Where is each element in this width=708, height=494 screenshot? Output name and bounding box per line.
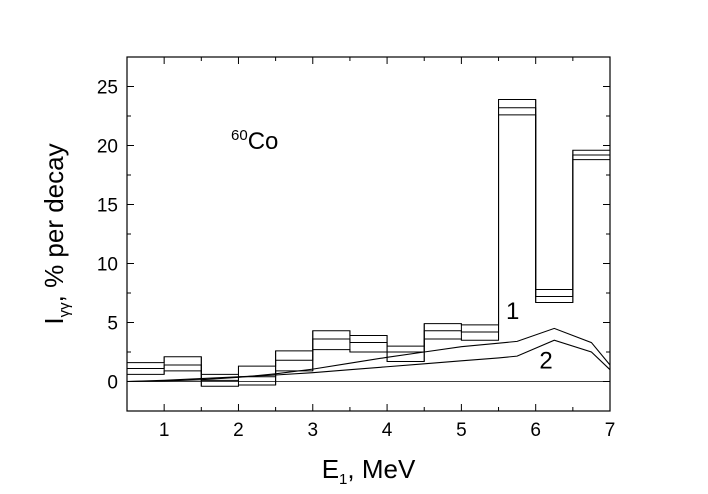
x-axis-title: E1, MeV	[322, 454, 416, 488]
curve-label-2: 2	[539, 348, 552, 375]
y-tick-label: 15	[97, 196, 118, 217]
curves	[126, 327, 611, 383]
isotope-label: 60Co	[231, 127, 278, 155]
histogram-steps	[126, 98, 611, 387]
y-axis-title-sub: γγ	[56, 302, 73, 318]
y-tick-label: 0	[107, 373, 118, 394]
isotope-symbol: Co	[248, 128, 279, 155]
plot-frame	[126, 56, 611, 412]
y-axis-title-rest: , % per decay	[39, 143, 69, 302]
isotope-mass-number: 60	[231, 127, 248, 144]
x-tick-label: 1	[159, 420, 170, 441]
curve-2	[126, 339, 611, 383]
histogram-band-1	[127, 114, 610, 387]
x-axis-title-main: E	[322, 454, 339, 484]
y-tick-label: 25	[97, 78, 118, 99]
x-axis-title-rest: , MeV	[347, 454, 416, 484]
x-tick-label: 7	[605, 420, 616, 441]
x-tick-label: 2	[233, 420, 244, 441]
axis-ticks	[126, 56, 611, 412]
curve-label-1: 1	[506, 298, 519, 325]
y-tick-label: 20	[97, 137, 118, 158]
curve-1	[126, 327, 611, 383]
y-axis-title: Iγγ, % per decay	[39, 143, 73, 324]
histogram-band-2	[127, 107, 610, 381]
y-tick-label: 5	[107, 314, 118, 335]
x-axis-title-sub: 1	[339, 471, 347, 488]
plot-area	[126, 56, 611, 412]
histogram-band-3	[127, 98, 610, 375]
x-tick-label: 6	[530, 420, 541, 441]
x-tick-label: 5	[456, 420, 467, 441]
x-tick-label: 3	[307, 420, 318, 441]
y-axis-title-main: I	[39, 317, 69, 324]
y-tick-label: 10	[97, 255, 118, 276]
x-tick-label: 4	[382, 420, 393, 441]
